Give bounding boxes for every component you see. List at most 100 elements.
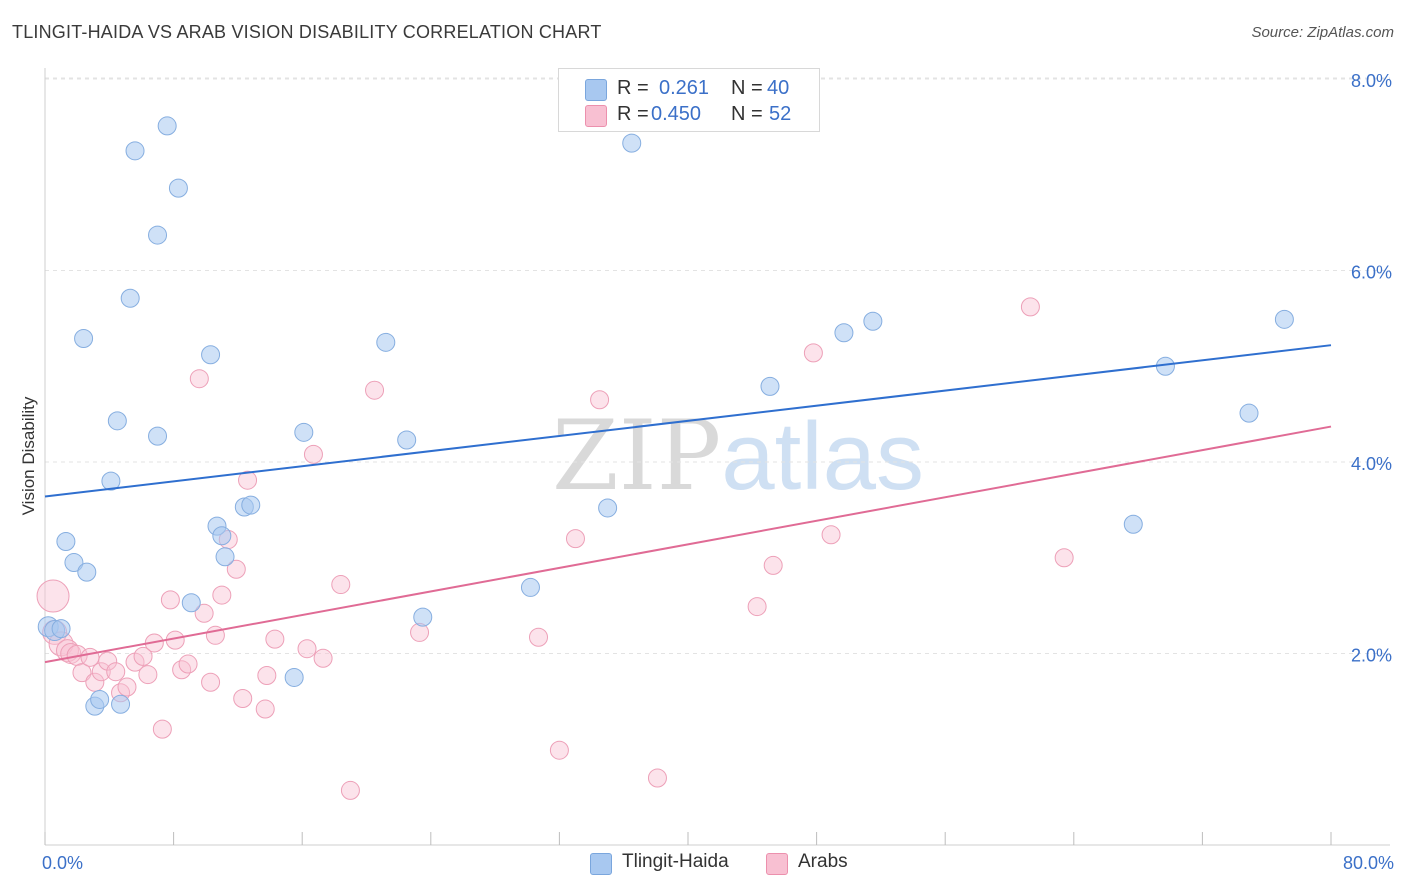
y-tick-label: 4.0% bbox=[1351, 454, 1392, 474]
legend-r-value: 0.261 bbox=[659, 77, 710, 99]
arabs-point bbox=[98, 651, 118, 671]
legend-n-label: N = bbox=[731, 77, 763, 99]
tlingit-haida-point bbox=[284, 667, 304, 687]
arabs-point bbox=[303, 444, 323, 464]
tlingit-haida-point bbox=[51, 619, 71, 639]
bottom-legend-label: Tlingit-Haida bbox=[622, 851, 729, 872]
arabs-point bbox=[138, 665, 158, 685]
x-tick-label: 0.0% bbox=[42, 853, 83, 873]
arabs-point bbox=[194, 603, 214, 623]
source-label: Source: ZipAtlas.com bbox=[1251, 24, 1394, 41]
arabs-point bbox=[106, 662, 126, 682]
arabs-point bbox=[747, 597, 767, 617]
tlingit-haida-point bbox=[598, 498, 618, 518]
tlingit-haida-point bbox=[201, 345, 221, 365]
arabs-point bbox=[226, 559, 246, 579]
arabs-point bbox=[647, 768, 667, 788]
tlingit-haida-point bbox=[125, 141, 145, 161]
arabs-point bbox=[297, 639, 317, 659]
arabs-point bbox=[763, 555, 783, 575]
tlingit-haida-point bbox=[520, 577, 540, 597]
chart-title: TLINGIT-HAIDA VS ARAB VISION DISABILITY … bbox=[12, 22, 602, 42]
tlingit-haida-point bbox=[1274, 309, 1294, 329]
arabs-point bbox=[313, 648, 333, 668]
arabs-point bbox=[189, 369, 209, 389]
arabs-point bbox=[590, 390, 610, 410]
arabs-point bbox=[133, 646, 153, 666]
legend-swatch-arabs bbox=[585, 105, 607, 127]
tlingit-haida-point bbox=[77, 562, 97, 582]
arabs-point bbox=[331, 575, 351, 595]
tlingit-haida-point bbox=[157, 116, 177, 136]
arabs-point bbox=[821, 525, 841, 545]
arabs-point bbox=[1020, 297, 1040, 317]
tlingit-haida-point bbox=[120, 288, 140, 308]
x-tick-label: 80.0% bbox=[1343, 853, 1394, 873]
arabs-point bbox=[265, 629, 285, 649]
tlingit-haida-point bbox=[101, 471, 121, 491]
arabs-point bbox=[85, 672, 105, 692]
tlingit-haida-point bbox=[56, 531, 76, 551]
arabs-point bbox=[803, 343, 823, 363]
tlingit-haida-trendline bbox=[44, 344, 1332, 498]
arabs-point bbox=[233, 689, 253, 709]
legend-n-value: 52 bbox=[769, 103, 792, 125]
arabs-trendline bbox=[44, 425, 1332, 664]
bottom-legend-label: Arabs bbox=[798, 851, 848, 872]
tlingit-haida-point bbox=[622, 133, 642, 153]
watermark-atlas: atlas bbox=[721, 403, 924, 510]
tlingit-haida-point bbox=[90, 689, 110, 709]
tlingit-haida-point bbox=[413, 607, 433, 627]
tlingit-haida-point bbox=[212, 526, 232, 546]
arabs-point bbox=[91, 662, 111, 682]
arabs-point bbox=[365, 380, 385, 400]
legend-r-value: 0.450 bbox=[651, 103, 702, 125]
bottom-legend-swatch-arabs bbox=[766, 853, 788, 875]
watermark: ZIPatlas bbox=[552, 400, 924, 512]
arabs-point bbox=[238, 470, 258, 490]
arabs-point bbox=[549, 740, 569, 760]
tlingit-haida-point bbox=[107, 411, 127, 431]
arabs-point bbox=[1054, 548, 1074, 568]
arabs-point bbox=[529, 627, 549, 647]
tlingit-haida-point bbox=[181, 593, 201, 613]
watermark-zip: ZIP bbox=[552, 400, 722, 512]
arabs-point bbox=[565, 529, 585, 549]
tlingit-haida-point bbox=[215, 547, 235, 567]
y-axis-label: Vision Disability bbox=[19, 396, 38, 515]
tlingit-haida-point bbox=[397, 430, 417, 450]
stats-legend: R = 0.261 N = 40 R = 0.450 N = 52 bbox=[558, 68, 820, 132]
tlingit-haida-point bbox=[64, 553, 84, 573]
legend-swatch-tlingit bbox=[585, 79, 607, 101]
tlingit-haida-point bbox=[760, 376, 780, 396]
tlingit-haida-point bbox=[294, 422, 314, 442]
arabs-point bbox=[255, 699, 275, 719]
y-tick-label: 8.0% bbox=[1351, 71, 1392, 91]
y-tick-label: 6.0% bbox=[1351, 263, 1392, 283]
arabs-point bbox=[36, 579, 70, 613]
arabs-point bbox=[340, 780, 360, 800]
tlingit-haida-point bbox=[1239, 403, 1259, 423]
tlingit-haida-point bbox=[863, 311, 883, 331]
arabs-point bbox=[201, 672, 221, 692]
tlingit-haida-point bbox=[111, 694, 131, 714]
legend-r-label: R = bbox=[617, 77, 649, 99]
arabs-point bbox=[178, 654, 198, 674]
arabs-point bbox=[72, 663, 92, 683]
tlingit-haida-point bbox=[376, 332, 396, 352]
legend-r-label: R = bbox=[617, 103, 649, 125]
legend-n-value: 40 bbox=[767, 77, 790, 99]
arabs-point bbox=[212, 585, 232, 605]
tlingit-haida-point bbox=[148, 426, 168, 446]
tlingit-haida-point bbox=[74, 328, 94, 348]
tlingit-haida-point bbox=[1123, 514, 1143, 534]
legend-n-label: N = bbox=[731, 103, 763, 125]
tlingit-haida-point bbox=[148, 225, 168, 245]
arabs-point bbox=[410, 622, 430, 642]
arabs-point bbox=[152, 719, 172, 739]
tlingit-haida-point bbox=[168, 178, 188, 198]
y-tick-label: 2.0% bbox=[1351, 646, 1392, 666]
arabs-point bbox=[160, 590, 180, 610]
arabs-point bbox=[257, 666, 277, 686]
